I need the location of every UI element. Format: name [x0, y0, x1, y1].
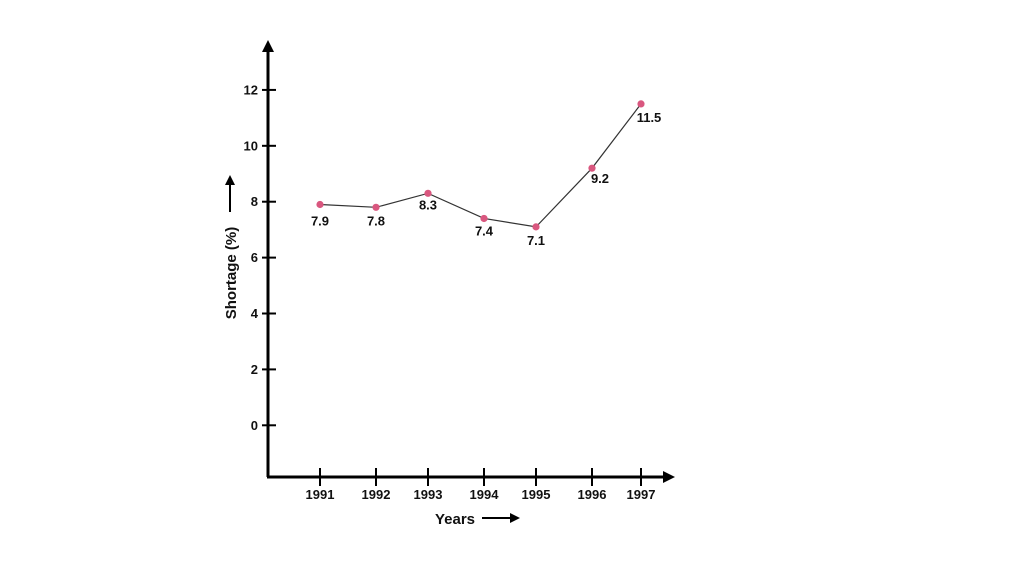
data-point: [532, 223, 540, 231]
y-tick-label: 10: [244, 138, 258, 153]
y-tick-label: 8: [251, 194, 258, 209]
x-tick-label: 1992: [362, 487, 391, 502]
y-tick-label: 4: [251, 306, 259, 321]
x-axis-arrowhead: [663, 471, 675, 483]
data-point: [637, 100, 645, 108]
x-tick-label: 1997: [627, 487, 656, 502]
data-label: 7.8: [367, 213, 385, 228]
data-label: 9.2: [591, 171, 609, 186]
data-label: 8.3: [419, 197, 437, 212]
x-tick-label: 1994: [470, 487, 500, 502]
x-axis-label: Years: [435, 511, 475, 528]
x-axis-title: Years: [435, 511, 520, 528]
axes: [262, 40, 675, 483]
data-label: 11.5: [637, 110, 662, 125]
x-axis-title-arrowhead: [510, 513, 520, 523]
x-tick-label: 1995: [522, 487, 551, 502]
data-point: [316, 200, 324, 209]
y-axis-title: Shortage (%): [223, 175, 240, 319]
data-labels: 7.9 7.8 8.3 7.4 7.1 9.2 11.5: [311, 110, 661, 248]
x-tick-label: 1993: [414, 487, 443, 502]
data-point: [424, 189, 432, 197]
x-tick-label: 1991: [306, 487, 335, 502]
x-tick-label: 1996: [578, 487, 607, 502]
y-axis-arrowhead: [262, 40, 274, 52]
data-label: 7.1: [527, 233, 545, 248]
y-tick-label: 12: [244, 82, 258, 97]
series: [316, 100, 645, 231]
y-axis-title-arrowhead: [225, 175, 235, 185]
y-axis-label: Shortage (%): [223, 227, 240, 320]
y-tick-label: 2: [251, 362, 258, 377]
y-ticks: 0 2 4 6 8 10 12: [244, 82, 276, 433]
y-tick-label: 6: [251, 250, 258, 265]
x-ticks: 1991 1992 1993 1994 1995 1996 1997: [306, 468, 656, 502]
y-tick-label: 0: [251, 418, 258, 433]
data-point: [480, 214, 488, 223]
data-label: 7.4: [475, 223, 494, 238]
data-point: [588, 164, 596, 172]
data-point: [372, 203, 380, 211]
data-label: 7.9: [311, 214, 329, 229]
